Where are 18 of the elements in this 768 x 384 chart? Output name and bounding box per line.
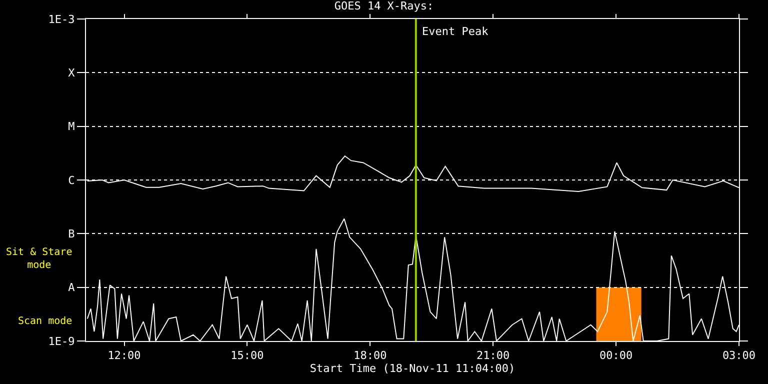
y-tick-label: A <box>68 281 76 294</box>
x-tick-label: 00:00 <box>599 349 633 362</box>
x-tick-label: 18:00 <box>354 349 387 362</box>
x-tick-label: 03:00 <box>722 349 756 362</box>
y-tick-label: C <box>68 174 75 187</box>
x-tick-label: 15:00 <box>230 349 264 362</box>
y-tick-label: M <box>68 120 76 134</box>
x-tick-label: 12:00 <box>108 349 141 362</box>
ref-line-label: Event Peak <box>422 25 489 38</box>
x-axis-title: Start Time (18-Nov-11 11:04:00) <box>310 362 516 376</box>
y-tick-label: B <box>68 228 76 241</box>
chart-title: GOES 14 X-Rays: <box>334 0 434 13</box>
y-tick-label: 1E-3 <box>48 12 75 26</box>
y-tick-label: X <box>68 66 76 80</box>
text: Scan mode <box>18 316 72 327</box>
text: Sit & Stare mode <box>6 247 72 271</box>
x-tick-label: 21:00 <box>476 349 510 362</box>
y-tick-label: 1E-9 <box>48 334 75 348</box>
